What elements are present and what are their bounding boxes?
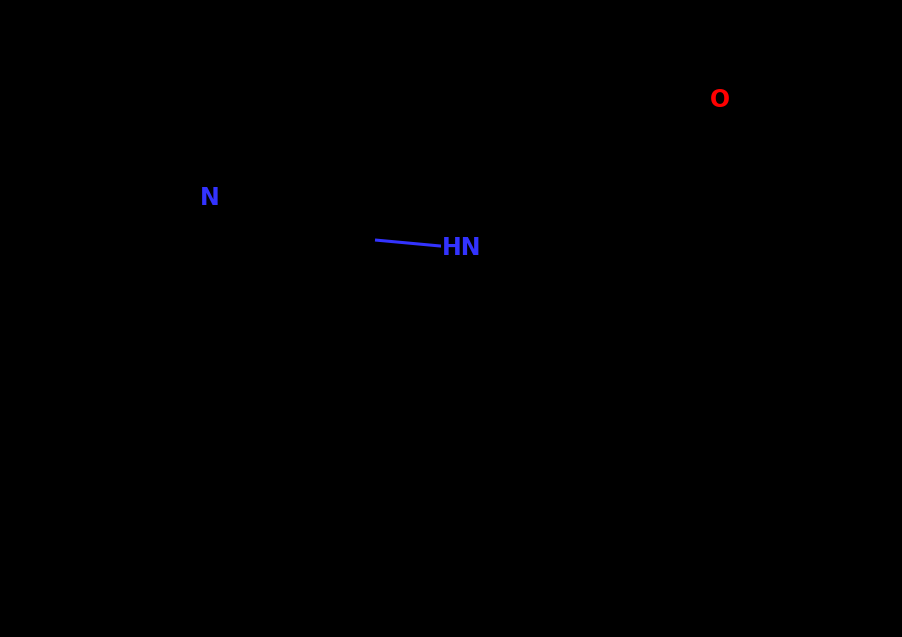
Text: O: O [710, 88, 730, 112]
Text: HN: HN [442, 236, 482, 260]
Text: N: N [200, 186, 220, 210]
